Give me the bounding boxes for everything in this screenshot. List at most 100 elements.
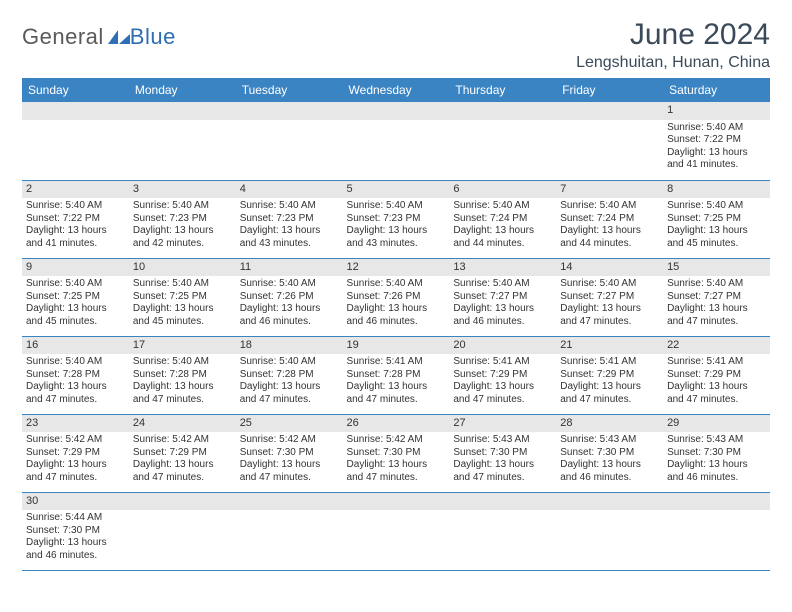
sunrise-text: Sunrise: 5:40 AM [667,200,766,213]
daylight-text: Daylight: 13 hours and 41 minutes. [26,225,125,250]
sunrise-text: Sunrise: 5:42 AM [133,434,232,447]
sunrise-text: Sunrise: 5:43 AM [667,434,766,447]
day-number: 2 [22,181,129,199]
calendar-day-cell: 7Sunrise: 5:40 AMSunset: 7:24 PMDaylight… [556,180,663,258]
day-number: 21 [556,337,663,355]
daylight-text: Daylight: 13 hours and 46 minutes. [560,459,659,484]
calendar-day-cell: 19Sunrise: 5:41 AMSunset: 7:28 PMDayligh… [343,336,450,414]
sunrise-text: Sunrise: 5:44 AM [26,512,125,525]
day-number: 7 [556,181,663,199]
day-number: 17 [129,337,236,355]
sunset-text: Sunset: 7:30 PM [240,447,339,460]
daylight-text: Daylight: 13 hours and 46 minutes. [26,537,125,562]
day-body: Sunrise: 5:43 AMSunset: 7:30 PMDaylight:… [556,432,663,488]
day-body: Sunrise: 5:42 AMSunset: 7:30 PMDaylight:… [236,432,343,488]
day-body: Sunrise: 5:43 AMSunset: 7:30 PMDaylight:… [449,432,556,488]
day-number: 14 [556,259,663,277]
sunrise-text: Sunrise: 5:40 AM [240,356,339,369]
calendar-day-cell: 12Sunrise: 5:40 AMSunset: 7:26 PMDayligh… [343,258,450,336]
calendar-day-cell: 6Sunrise: 5:40 AMSunset: 7:24 PMDaylight… [449,180,556,258]
sunset-text: Sunset: 7:29 PM [667,369,766,382]
day-body: Sunrise: 5:40 AMSunset: 7:28 PMDaylight:… [236,354,343,410]
calendar-empty-cell [343,492,450,570]
day-number: 30 [22,493,129,511]
sunset-text: Sunset: 7:25 PM [133,291,232,304]
day-body: Sunrise: 5:40 AMSunset: 7:25 PMDaylight:… [22,276,129,332]
day-number: 13 [449,259,556,277]
month-title: June 2024 [576,18,770,52]
day-body: Sunrise: 5:40 AMSunset: 7:23 PMDaylight:… [343,198,450,254]
daylight-text: Daylight: 13 hours and 44 minutes. [453,225,552,250]
sunset-text: Sunset: 7:30 PM [667,447,766,460]
day-body: Sunrise: 5:40 AMSunset: 7:22 PMDaylight:… [22,198,129,254]
calendar-day-cell: 4Sunrise: 5:40 AMSunset: 7:23 PMDaylight… [236,180,343,258]
daylight-text: Daylight: 13 hours and 45 minutes. [667,225,766,250]
sunset-text: Sunset: 7:23 PM [347,213,446,226]
brand-text-general: General [22,24,104,50]
calendar-empty-cell [449,102,556,180]
daylight-text: Daylight: 13 hours and 46 minutes. [667,459,766,484]
calendar-week-row: 9Sunrise: 5:40 AMSunset: 7:25 PMDaylight… [22,258,770,336]
daylight-text: Daylight: 13 hours and 47 minutes. [453,381,552,406]
calendar-week-row: 23Sunrise: 5:42 AMSunset: 7:29 PMDayligh… [22,414,770,492]
calendar-empty-cell [556,102,663,180]
day-body: Sunrise: 5:42 AMSunset: 7:29 PMDaylight:… [22,432,129,488]
day-number: 12 [343,259,450,277]
day-body: Sunrise: 5:42 AMSunset: 7:29 PMDaylight:… [129,432,236,488]
calendar-empty-cell [236,102,343,180]
day-body: Sunrise: 5:40 AMSunset: 7:25 PMDaylight:… [663,198,770,254]
sunrise-text: Sunrise: 5:40 AM [667,278,766,291]
calendar-day-cell: 16Sunrise: 5:40 AMSunset: 7:28 PMDayligh… [22,336,129,414]
day-body: Sunrise: 5:41 AMSunset: 7:29 PMDaylight:… [663,354,770,410]
weekday-header: Monday [129,78,236,102]
daylight-text: Daylight: 13 hours and 47 minutes. [560,381,659,406]
calendar-day-cell: 10Sunrise: 5:40 AMSunset: 7:25 PMDayligh… [129,258,236,336]
sunset-text: Sunset: 7:28 PM [26,369,125,382]
day-number: 15 [663,259,770,277]
day-number: 1 [663,102,770,120]
weekday-header: Saturday [663,78,770,102]
sunrise-text: Sunrise: 5:40 AM [667,122,766,135]
daylight-text: Daylight: 13 hours and 47 minutes. [240,459,339,484]
day-number: 9 [22,259,129,277]
day-body: Sunrise: 5:40 AMSunset: 7:27 PMDaylight:… [556,276,663,332]
sunset-text: Sunset: 7:23 PM [133,213,232,226]
calendar-day-cell: 24Sunrise: 5:42 AMSunset: 7:29 PMDayligh… [129,414,236,492]
day-body: Sunrise: 5:40 AMSunset: 7:28 PMDaylight:… [22,354,129,410]
day-number: 8 [663,181,770,199]
calendar-day-cell: 13Sunrise: 5:40 AMSunset: 7:27 PMDayligh… [449,258,556,336]
day-number: 4 [236,181,343,199]
daylight-text: Daylight: 13 hours and 45 minutes. [26,303,125,328]
calendar-day-cell: 21Sunrise: 5:41 AMSunset: 7:29 PMDayligh… [556,336,663,414]
sunset-text: Sunset: 7:27 PM [453,291,552,304]
sunrise-text: Sunrise: 5:41 AM [667,356,766,369]
sunrise-text: Sunrise: 5:42 AM [26,434,125,447]
daylight-text: Daylight: 13 hours and 47 minutes. [453,459,552,484]
daylight-text: Daylight: 13 hours and 47 minutes. [667,303,766,328]
calendar-empty-cell [236,492,343,570]
day-number: 28 [556,415,663,433]
sunset-text: Sunset: 7:22 PM [667,134,766,147]
sunset-text: Sunset: 7:27 PM [667,291,766,304]
sunset-text: Sunset: 7:25 PM [667,213,766,226]
day-number: 3 [129,181,236,199]
calendar-empty-cell [663,492,770,570]
day-body: Sunrise: 5:40 AMSunset: 7:27 PMDaylight:… [449,276,556,332]
calendar-day-cell: 8Sunrise: 5:40 AMSunset: 7:25 PMDaylight… [663,180,770,258]
calendar-empty-cell [22,102,129,180]
calendar-day-cell: 22Sunrise: 5:41 AMSunset: 7:29 PMDayligh… [663,336,770,414]
day-body: Sunrise: 5:40 AMSunset: 7:25 PMDaylight:… [129,276,236,332]
day-number: 22 [663,337,770,355]
header: General Blue June 2024 Lengshuitan, Huna… [22,18,770,72]
calendar-empty-cell [343,102,450,180]
daylight-text: Daylight: 13 hours and 42 minutes. [133,225,232,250]
sunset-text: Sunset: 7:30 PM [26,525,125,538]
calendar-day-cell: 2Sunrise: 5:40 AMSunset: 7:22 PMDaylight… [22,180,129,258]
calendar-table: Sunday Monday Tuesday Wednesday Thursday… [22,78,770,571]
sunset-text: Sunset: 7:24 PM [560,213,659,226]
daylight-text: Daylight: 13 hours and 41 minutes. [667,147,766,172]
day-body: Sunrise: 5:40 AMSunset: 7:27 PMDaylight:… [663,276,770,332]
calendar-week-row: 2Sunrise: 5:40 AMSunset: 7:22 PMDaylight… [22,180,770,258]
day-body: Sunrise: 5:40 AMSunset: 7:24 PMDaylight:… [449,198,556,254]
calendar-day-cell: 20Sunrise: 5:41 AMSunset: 7:29 PMDayligh… [449,336,556,414]
